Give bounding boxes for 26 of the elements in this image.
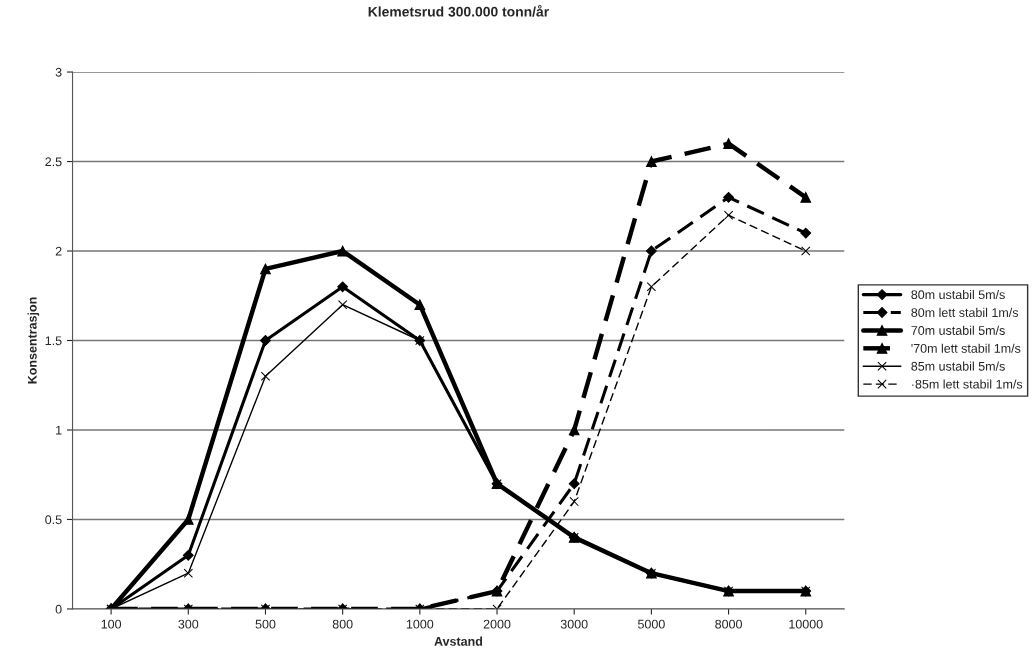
x-tick-label: 2000 [483, 619, 511, 629]
legend-label: '70m lett stabil 1m/s [911, 343, 1021, 353]
x-tick-label: 10000 [789, 619, 823, 629]
x-axis-title: Avstand [434, 636, 483, 646]
legend-label: 80m ustabil 5m/s [911, 289, 1005, 300]
y-tick-label: 2 [55, 246, 62, 256]
x-tick-label: 500 [255, 619, 276, 629]
x-tick-label: 5000 [637, 619, 665, 629]
legend-label: 85m ustabil 5m/s [911, 361, 1005, 371]
y-tick-label: 0 [55, 604, 62, 614]
x-tick-label: 100 [101, 619, 122, 629]
y-tick-label: 1.5 [45, 336, 62, 346]
y-tick-label: 2.5 [45, 157, 62, 167]
y-axis-title: Konsentrasjon [27, 297, 40, 384]
y-tick-label: 1 [56, 425, 62, 435]
legend-label: ·85m lett stabil 1m/s [912, 379, 1023, 389]
x-tick-label: 1000 [406, 619, 434, 629]
x-tick-label: 3000 [560, 619, 588, 629]
legend-label: 80m lett stabil 1m/s [911, 307, 1019, 318]
x-tick-label: 8000 [715, 619, 742, 629]
chart-title: Klemetsrud 300.000 tonn/år [368, 5, 549, 17]
x-tick-label: 300 [178, 619, 199, 629]
x-tick-label: 800 [332, 619, 353, 629]
y-tick-label: 3 [55, 67, 62, 77]
y-tick-label: 0.5 [45, 515, 62, 525]
legend-label: 70m ustabil 5m/s [911, 325, 1005, 335]
